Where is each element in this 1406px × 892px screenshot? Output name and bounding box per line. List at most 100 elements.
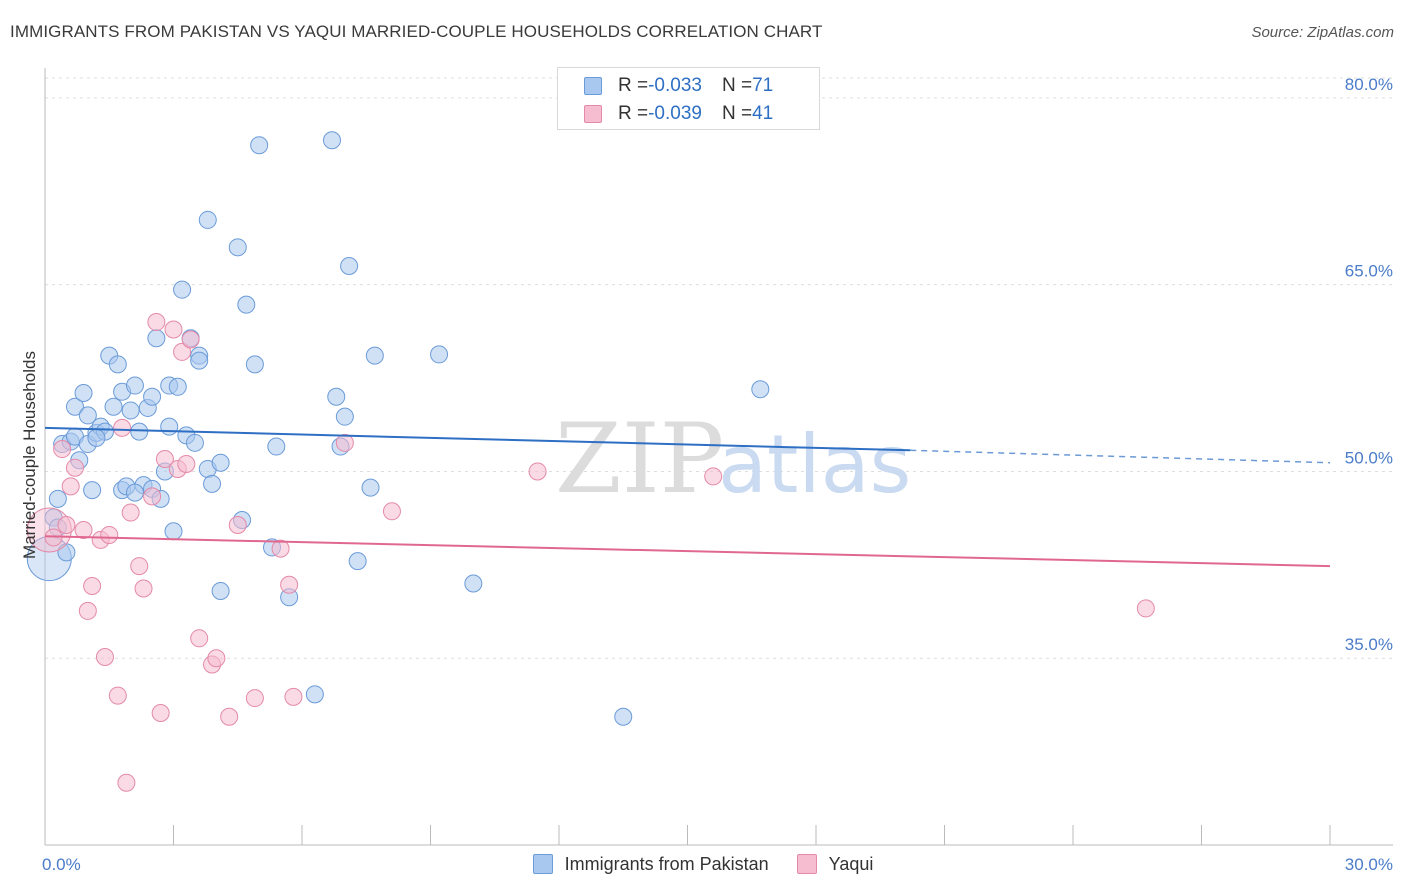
legend-n-value: 71 [752,75,774,96]
pakistan-point [108,355,127,374]
yaqui-point [155,450,174,468]
watermark: ZIP atlas [555,403,911,515]
yaqui-point [78,601,97,620]
yaqui-point [220,707,239,726]
yaqui-point [53,440,72,459]
pakistan-point [614,707,633,726]
pakistan-point [104,397,123,416]
yaqui-point [284,687,303,706]
pakistan-point [322,131,341,150]
chart-source: Source: ZipAtlas.com [1251,24,1394,41]
yaqui-point [61,477,80,496]
legend-n-label: N = [721,103,753,124]
yaqui-point [280,575,299,594]
legend-row-yaqui: R = -0.039 N = 41 [558,101,773,127]
pakistan-trend-line [44,426,911,452]
yaqui-point [108,686,127,705]
yaqui-point [65,458,84,477]
legend-item-yaqui[interactable]: Yaqui [796,853,874,875]
pakistan-point [147,329,166,348]
pakistan-point [65,397,84,416]
pakistan-point [160,417,179,436]
pakistan-point [203,474,222,493]
yaqui-point [190,629,209,648]
pakistan-point [327,387,346,406]
x-tick-label: 0.0% [42,855,81,874]
pakistan-point [245,355,264,374]
pakistan-point [164,522,183,541]
pakistan-trend-extension [910,449,1331,464]
pakistan-point [198,210,217,229]
yaqui-point [271,539,290,558]
pakistan-point [211,581,230,600]
yaqui-point [83,577,102,596]
pakistan-point [121,401,140,420]
yaqui-point [382,502,401,521]
legend-item-pakistan[interactable]: Immigrants from Pakistan [532,853,769,875]
y-tick-label: 80.0% [1345,75,1393,94]
yaqui-point [95,647,114,666]
pakistan-point [125,376,144,395]
pakistan-point [237,295,256,314]
yaqui-point [207,649,226,668]
yaqui-point [704,467,723,486]
legend-label-pakistan: Immigrants from Pakistan [564,853,769,874]
yaqui-point [74,520,93,539]
pakistan-point [335,407,354,426]
yaqui-point [134,579,153,598]
yaqui-point [228,515,247,534]
legend-r-value: -0.039 [648,103,702,124]
pakistan-point [361,478,380,497]
yaqui-point [130,557,149,576]
pakistan-point [130,422,149,441]
pakistan-point [751,380,770,399]
y-axis-label: Married-couple Households [20,351,39,559]
yaqui-trend-line [44,535,1331,568]
pakistan-point [78,406,97,425]
series-legend: Immigrants from Pakistan Yaqui [0,851,1406,877]
pakistan-point [143,387,162,406]
pakistan-point [173,280,192,299]
yaqui-point [121,503,140,522]
legend-n-label: N = [721,75,753,96]
legend-r-label: R = [618,103,649,124]
pakistan-point [87,428,106,447]
yaqui-point [100,525,119,544]
pakistan-point [464,574,483,593]
yaqui-point [147,313,166,332]
y-tick-label: 35.0% [1345,635,1393,654]
y-tick-label: 65.0% [1345,262,1393,281]
yaqui-point [117,773,136,792]
pakistan-point [74,384,93,403]
yaqui-point [113,418,132,437]
tick-labels: 35.0% 50.0% 65.0% 80.0% 0.0% 30.0% [42,75,1393,874]
pakistan-point [250,136,269,155]
correlation-legend: R = -0.033 N = 71 R = -0.039 N = 41 [557,67,820,130]
yaqui-point [335,433,354,452]
yaqui-point [245,689,264,708]
pakistan-point [340,257,359,275]
yaqui-point [1136,599,1155,618]
pakistan-point [168,377,187,396]
yaqui-point [173,342,192,361]
trend-lines [44,426,1331,568]
yaqui-point [177,454,196,473]
yaqui-point [164,320,183,339]
pakistan-point [125,483,144,502]
legend-label-yaqui: Yaqui [828,853,874,874]
pakistan-point [430,345,449,364]
chart-title: IMMIGRANTS FROM PAKISTAN VS YAQUI MARRIE… [10,22,823,41]
y-tick-label: 50.0% [1345,448,1393,467]
watermark-zip: ZIP [555,403,724,515]
watermark-atlas: atlas [718,418,911,511]
legend-swatch-yaqui [584,105,602,123]
yaqui-point [57,515,76,534]
pakistan-point [305,685,324,704]
pakistan-point [267,437,286,456]
legend-r-value: -0.033 [648,75,702,96]
yaqui-point [143,487,162,506]
pakistan-point [185,433,204,452]
pakistan-point [228,238,247,257]
yaqui-point [181,330,200,349]
legend-n-value: 41 [752,103,774,124]
